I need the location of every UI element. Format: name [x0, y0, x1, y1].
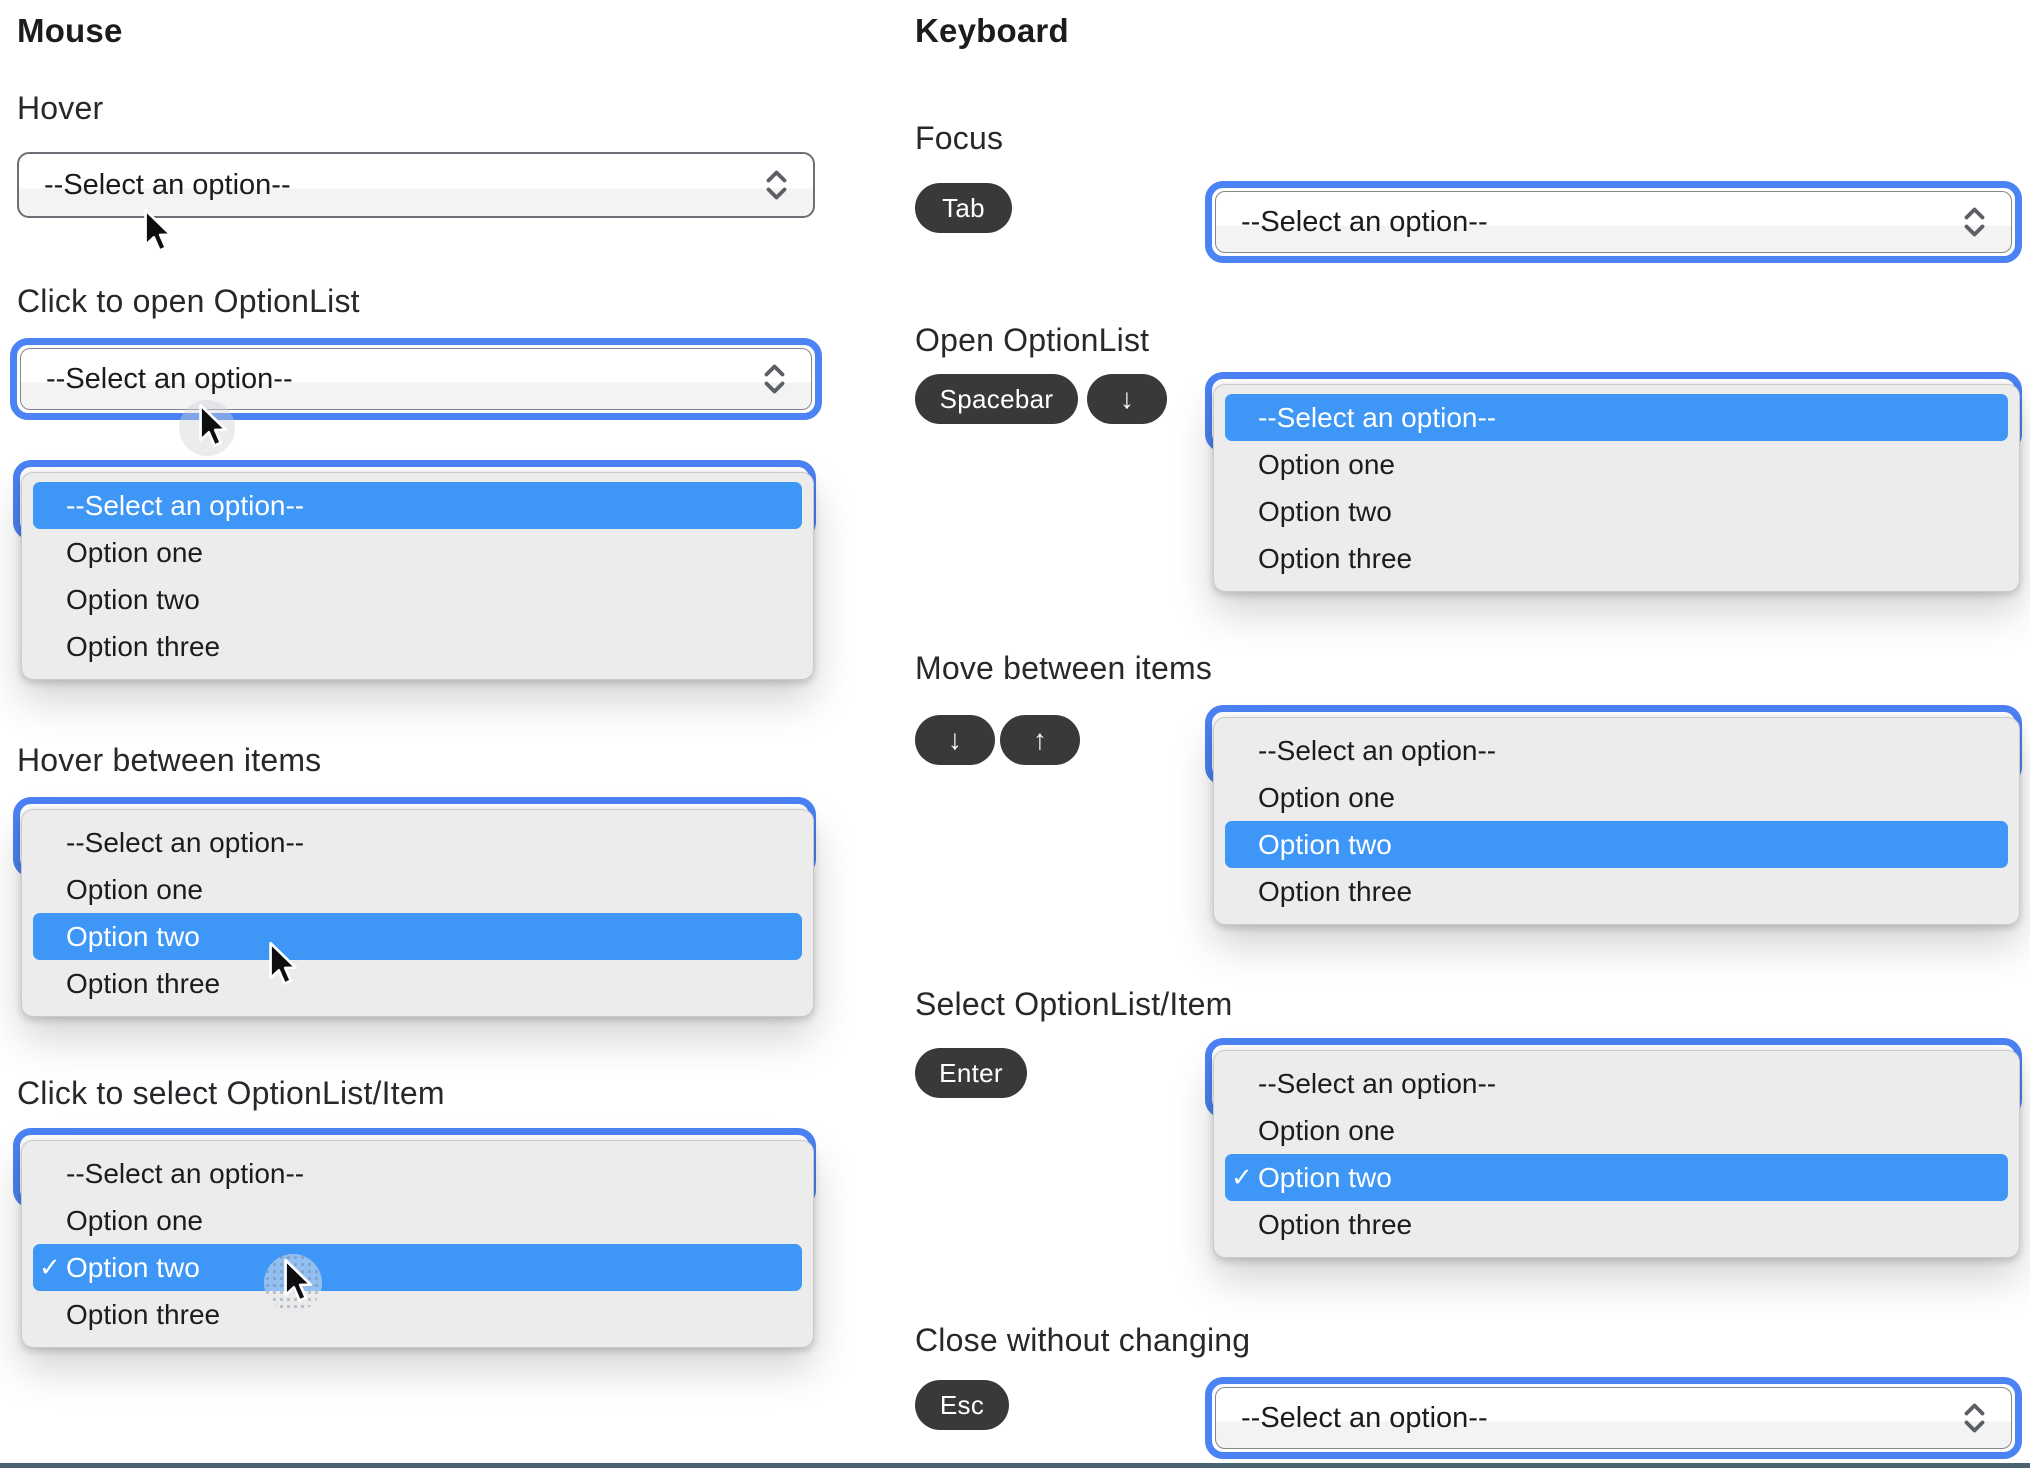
option-row-two-active[interactable]: Option two: [1225, 821, 2008, 868]
click-halo: [179, 400, 235, 456]
option-row-three[interactable]: Option three: [66, 631, 221, 662]
click-halo-dotted: [264, 1254, 322, 1312]
option-row-two-selected[interactable]: ✓ Option two: [33, 1244, 802, 1291]
select-section-label: Select OptionList/Item: [915, 986, 1233, 1022]
click-select-section-label: Click to select OptionList/Item: [17, 1075, 445, 1111]
option-row-placeholder[interactable]: --Select an option--: [1225, 394, 2008, 441]
open-section-label: Open OptionList: [915, 322, 1150, 358]
hover-select[interactable]: --Select an option--: [17, 152, 815, 218]
optionlist-panel: --Select an option-- Option one ✓ Option…: [1213, 1050, 2020, 1258]
optionlist-panel: --Select an option-- Option one Option t…: [21, 472, 814, 680]
keyboard-column-title: Keyboard: [915, 12, 1069, 49]
close-select-focused[interactable]: --Select an option--: [1205, 1377, 2022, 1459]
focus-section-label: Focus: [915, 120, 1004, 156]
click-open-section-label: Click to open OptionList: [17, 283, 360, 319]
optionlist-panel: --Select an option-- Option one Option t…: [1213, 717, 2020, 925]
key-arrow-up: ↑: [1000, 715, 1080, 765]
option-row-placeholder[interactable]: --Select an option--: [66, 1158, 305, 1189]
hover-items-section-label: Hover between items: [17, 742, 322, 778]
option-row-three[interactable]: Option three: [1258, 876, 1413, 907]
select-placeholder: --Select an option--: [44, 168, 291, 201]
select-stepper-icon: [766, 170, 787, 200]
mouse-column-title: Mouse: [17, 12, 123, 49]
option-row-three[interactable]: Option three: [1258, 1209, 1413, 1240]
key-tab: Tab: [915, 183, 1012, 233]
option-row-three[interactable]: Option three: [1258, 543, 1413, 574]
checkmark-icon: ✓: [39, 1252, 61, 1282]
option-row-one[interactable]: Option one: [66, 874, 203, 905]
checkmark-icon: ✓: [1231, 1162, 1253, 1192]
select-placeholder: --Select an option--: [46, 362, 293, 395]
optionlist-panel: --Select an option-- Option one ✓ Option…: [21, 1140, 814, 1348]
optionlist-panel: --Select an option-- Option one Option t…: [21, 809, 814, 1017]
option-row-placeholder[interactable]: --Select an option--: [1258, 1068, 1497, 1099]
close-section-label: Close without changing: [915, 1322, 1251, 1358]
key-enter: Enter: [915, 1048, 1027, 1098]
option-row-one[interactable]: Option one: [66, 537, 203, 568]
key-esc: Esc: [915, 1380, 1009, 1430]
option-row-one[interactable]: Option one: [1258, 449, 1395, 480]
select-stepper-icon: [1964, 1403, 1985, 1433]
select-stepper-icon: [1964, 207, 1985, 237]
option-row-placeholder[interactable]: --Select an option--: [66, 827, 305, 858]
option-row-three[interactable]: Option three: [66, 1299, 221, 1330]
key-arrow-down: ↓: [915, 715, 995, 765]
select-placeholder: --Select an option--: [1241, 1401, 1488, 1434]
option-row-two-hovered[interactable]: Option two: [33, 913, 802, 960]
option-row-two-selected[interactable]: ✓ Option two: [1225, 1154, 2008, 1201]
focus-select-focused[interactable]: --Select an option--: [1205, 181, 2022, 263]
option-row-placeholder[interactable]: --Select an option--: [33, 482, 802, 529]
select-placeholder: --Select an option--: [1241, 205, 1488, 238]
option-row-one[interactable]: Option one: [1258, 1115, 1395, 1146]
option-row-one[interactable]: Option one: [66, 1205, 203, 1236]
option-row-three[interactable]: Option three: [66, 968, 221, 999]
hover-section-label: Hover: [17, 90, 104, 126]
key-spacebar: Spacebar: [915, 374, 1078, 424]
option-row-one[interactable]: Option one: [1258, 782, 1395, 813]
option-row-placeholder[interactable]: --Select an option--: [1258, 735, 1497, 766]
select-stepper-icon: [764, 364, 785, 394]
key-arrow-down: ↓: [1087, 374, 1167, 424]
click-open-select-focused[interactable]: --Select an option--: [10, 338, 822, 420]
bottom-divider: [0, 1463, 2030, 1468]
option-row-two[interactable]: Option two: [66, 584, 200, 615]
optionlist-panel: --Select an option-- Option one Option t…: [1213, 384, 2020, 592]
option-row-two[interactable]: Option two: [1258, 496, 1392, 527]
move-section-label: Move between items: [915, 650, 1213, 686]
